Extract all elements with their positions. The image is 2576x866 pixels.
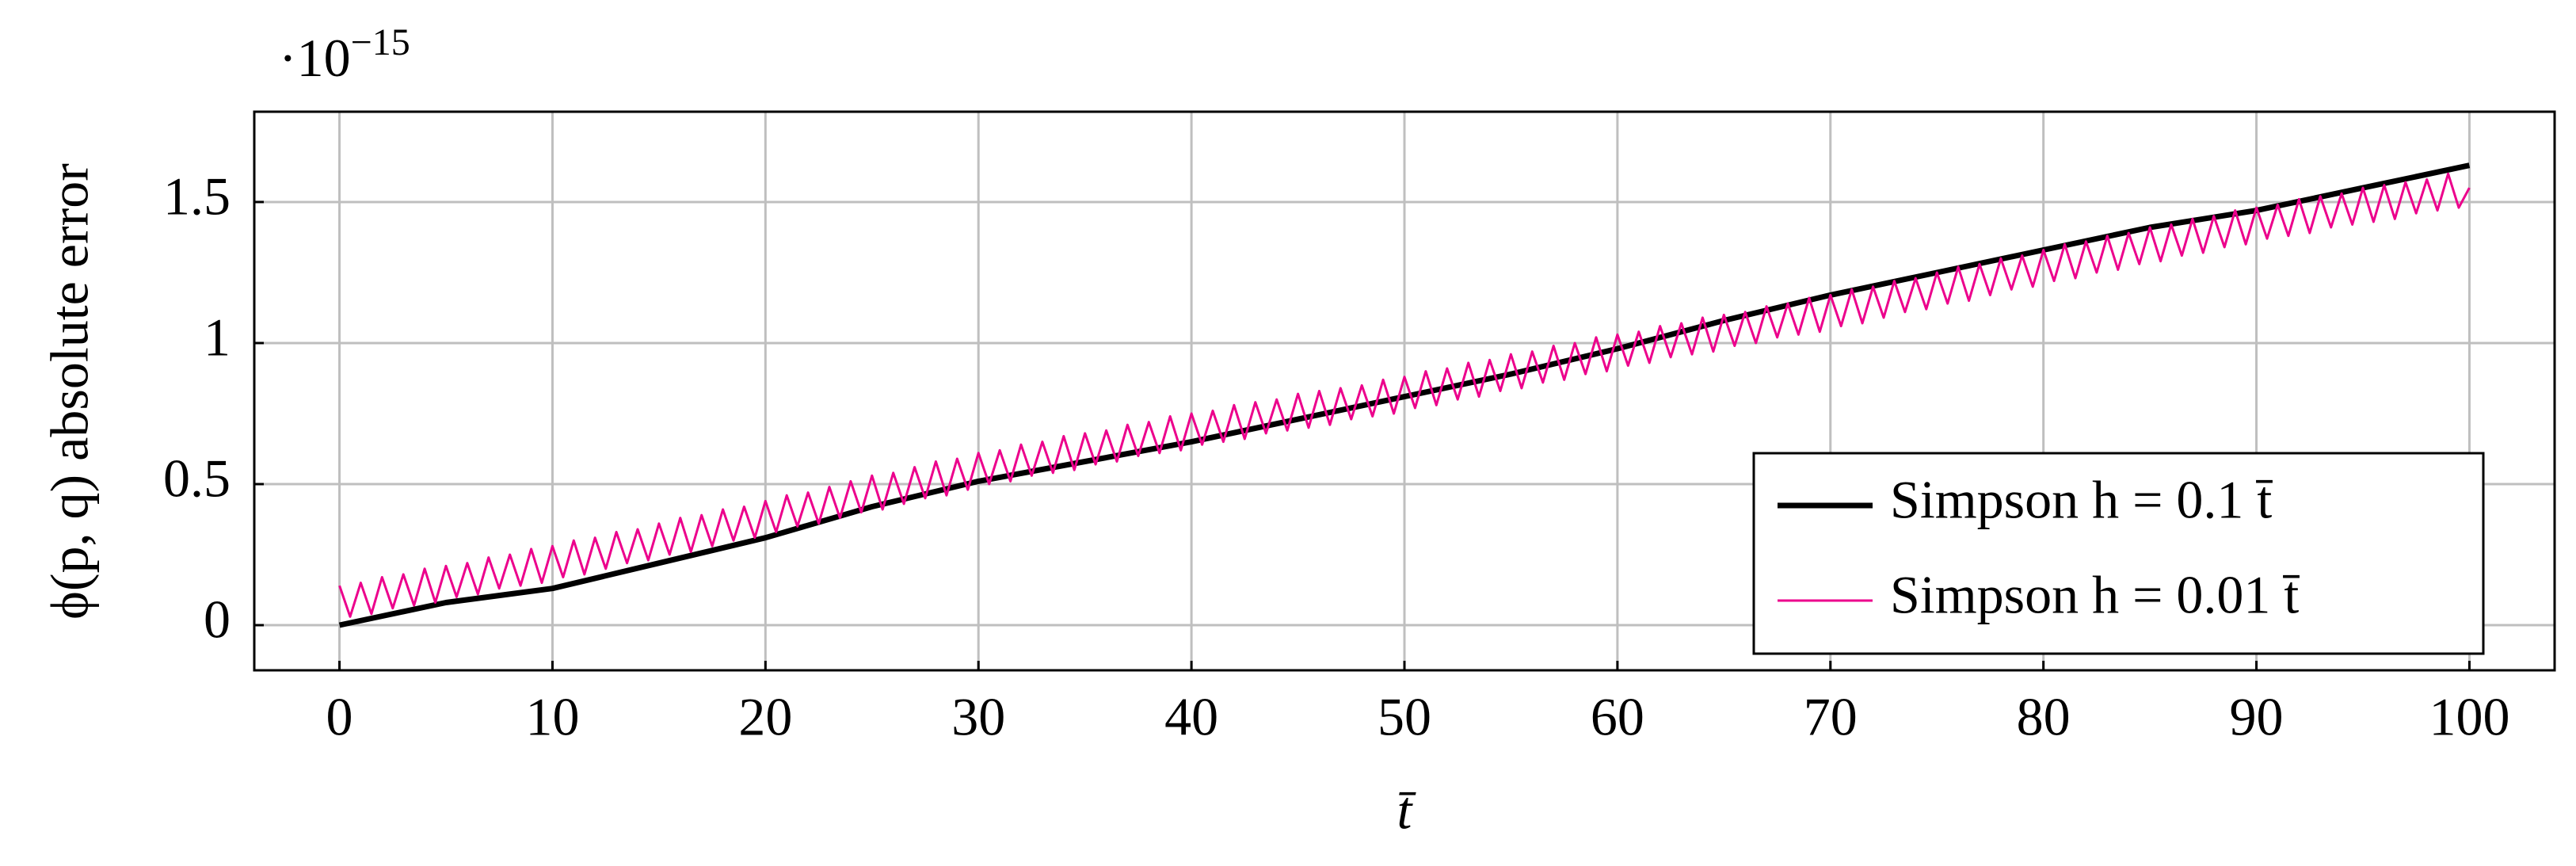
legend-label: Simpson h = 0.01 t̄ bbox=[1890, 565, 2300, 625]
y-axis-label: ϕ(p, q) absolute error bbox=[40, 163, 100, 620]
x-tick-label: 70 bbox=[1804, 687, 1858, 747]
x-tick-label: 60 bbox=[1591, 687, 1644, 747]
y-tick-label: 0 bbox=[204, 589, 231, 650]
x-tick-label: 50 bbox=[1378, 687, 1431, 747]
x-tick-label: 10 bbox=[525, 687, 579, 747]
x-tick-label: 100 bbox=[2429, 687, 2509, 747]
y-multiplier-base: ·10 bbox=[279, 28, 351, 88]
y-multiplier-exponent: −15 bbox=[351, 21, 410, 63]
x-tick-label: 40 bbox=[1164, 687, 1218, 747]
y-tick-label: 1.5 bbox=[163, 166, 231, 227]
y-tick-label: 0.5 bbox=[163, 448, 231, 509]
plot-frame bbox=[253, 110, 2556, 672]
series-line bbox=[338, 162, 2471, 628]
x-tick-label: 30 bbox=[951, 687, 1005, 747]
y-multiplier: ·10−15 bbox=[279, 21, 410, 88]
legend-label: Simpson h = 0.1 t̄ bbox=[1890, 470, 2273, 530]
x-tick-label: 20 bbox=[738, 687, 792, 747]
x-axis-label: t̄ bbox=[1397, 780, 1417, 841]
x-tick-label: 0 bbox=[326, 687, 353, 747]
legend-box bbox=[1752, 452, 2485, 655]
x-tick-label: 90 bbox=[2230, 687, 2284, 747]
x-tick-label: 80 bbox=[2017, 687, 2071, 747]
y-tick-label: 1 bbox=[204, 307, 231, 368]
series-line bbox=[338, 172, 2471, 618]
